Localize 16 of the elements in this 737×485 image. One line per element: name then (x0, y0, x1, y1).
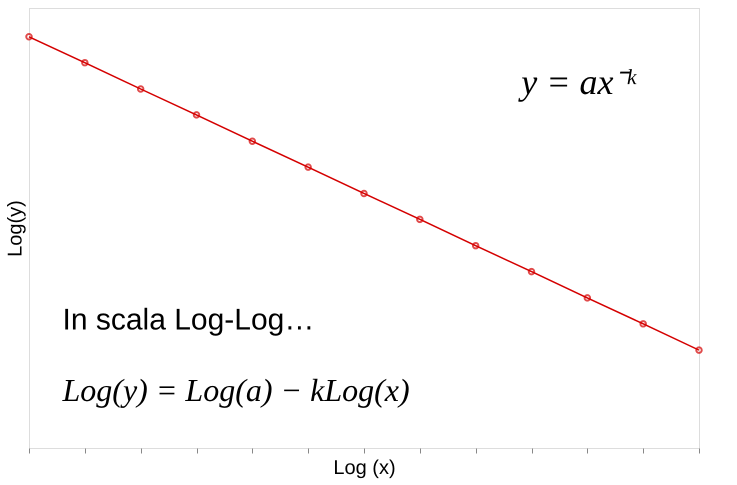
point (472, 242, 480, 250)
point (304, 163, 312, 171)
annotation: Log(y) = Log(a) − kLog(x) (62, 372, 410, 408)
annotation: y = ax⁻ᵏ (518, 62, 638, 102)
point (81, 58, 89, 66)
point (192, 111, 200, 119)
point (584, 294, 592, 302)
point (360, 190, 368, 198)
point (528, 268, 536, 276)
point (248, 138, 256, 145)
point (136, 85, 144, 93)
annotation: In scala Log-Log… (62, 303, 314, 336)
y-axis-title: Log(y) (4, 200, 26, 257)
point (639, 320, 647, 328)
x-axis-title: Log (x) (333, 457, 396, 479)
point (416, 216, 424, 224)
